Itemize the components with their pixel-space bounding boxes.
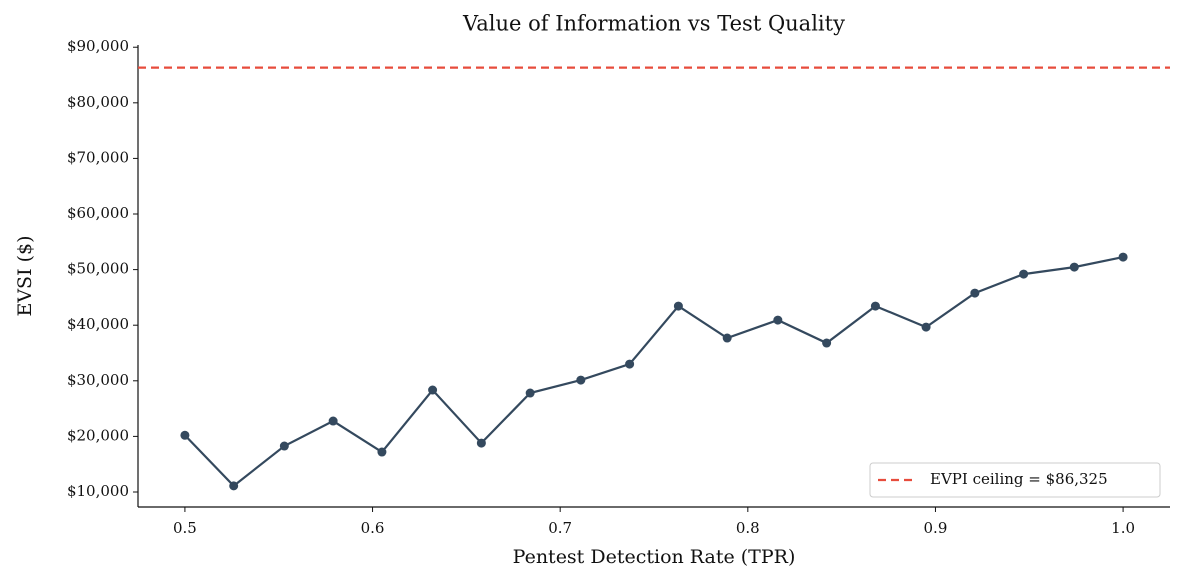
x-tick-label: 0.8 [736, 519, 760, 537]
data-point [722, 333, 732, 343]
y-tick-label: $90,000 [67, 37, 129, 55]
y-axis-title: EVSI ($) [14, 235, 36, 316]
data-point [1069, 262, 1079, 272]
data-point [970, 288, 980, 298]
y-tick-label: $50,000 [67, 260, 129, 278]
data-point [1019, 269, 1029, 279]
data-point [279, 441, 289, 451]
data-line [184, 256, 1124, 488]
x-tick-label: 0.7 [548, 519, 572, 537]
legend-box [869, 462, 1161, 498]
x-tick-label: 0.5 [173, 519, 197, 537]
data-point [576, 375, 586, 385]
y-tick-label: $40,000 [67, 315, 129, 333]
data-point [428, 385, 438, 395]
y-tick-label: $30,000 [67, 371, 129, 389]
chart-title: Value of Information vs Test Quality [462, 12, 845, 36]
data-point [921, 322, 931, 332]
data-point [377, 447, 387, 457]
legend-label: EVPI ceiling = $86,325 [930, 470, 1108, 488]
x-tick-label: 1.0 [1111, 519, 1135, 537]
data-point [625, 359, 635, 369]
data-point [476, 438, 486, 448]
data-point [870, 301, 880, 311]
data-point [673, 301, 683, 311]
y-tick-label: $60,000 [67, 204, 129, 222]
data-point [773, 315, 783, 325]
x-tick-label: 0.9 [924, 519, 948, 537]
data-point [180, 430, 190, 440]
data-point [229, 481, 239, 491]
data-point [328, 416, 338, 426]
x-axis-title: Pentest Detection Rate (TPR) [513, 546, 796, 568]
y-tick-label: $20,000 [67, 426, 129, 444]
y-tick-label: $70,000 [67, 148, 129, 166]
data-point [822, 338, 832, 348]
data-point [1118, 252, 1128, 262]
y-tick-label: $10,000 [67, 482, 129, 500]
x-tick-label: 0.6 [361, 519, 385, 537]
data-point [525, 388, 535, 398]
y-tick-label: $80,000 [67, 93, 129, 111]
